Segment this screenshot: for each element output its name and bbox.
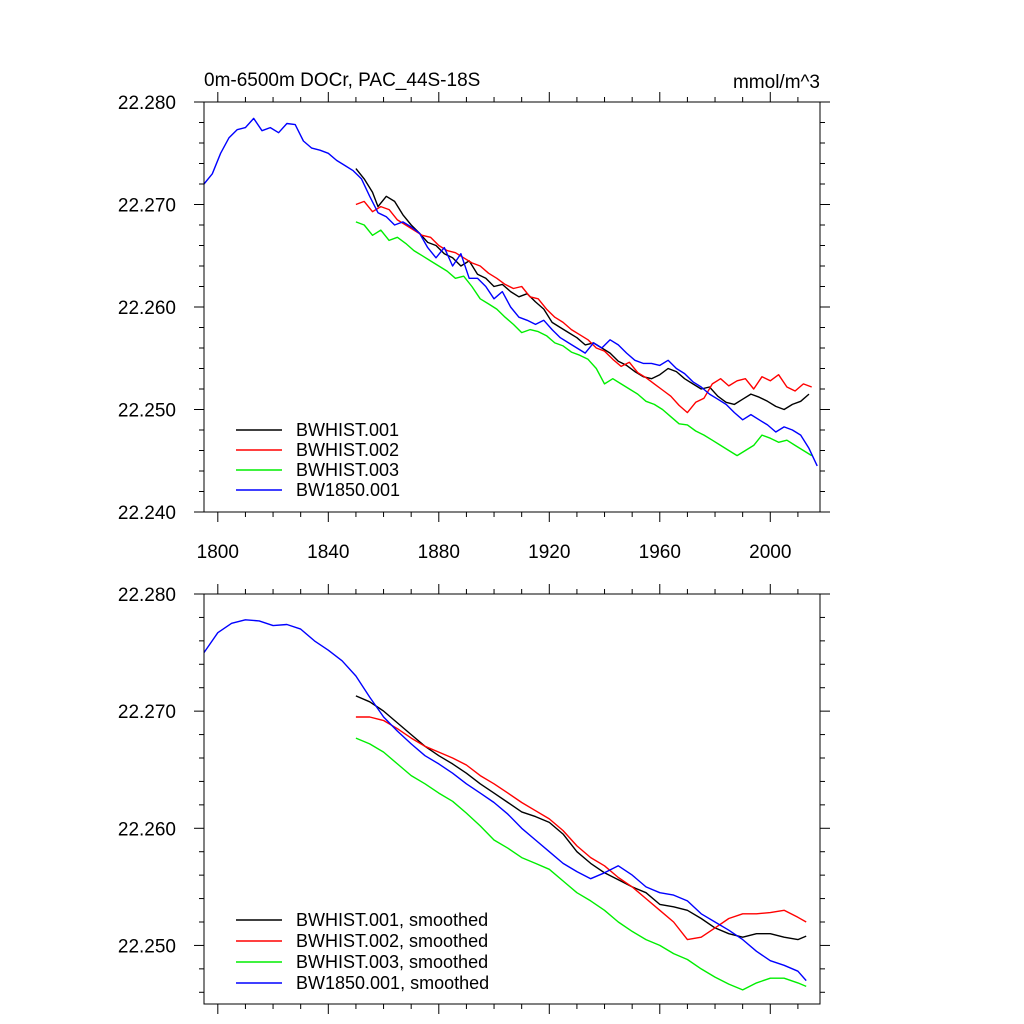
y-tick-label: 22.270 [118,196,176,217]
top-panel: 0m-6500m DOCr, PAC_44S-18S mmol/m^3 1800… [118,70,830,563]
y-tick-label: 22.250 [118,401,176,422]
bottom-plot-frame [203,593,821,1005]
x-tick-label: 1840 [307,542,349,563]
x-tick-label: 2000 [749,542,791,563]
y-tick-label: 22.260 [118,298,176,319]
top-title-right: mmol/m^3 [733,72,820,93]
series-line-2 [355,716,807,941]
x-tick-label: 1800 [197,542,239,563]
y-tick-label: 22.240 [118,503,176,524]
bottom-panel: 22.250 22.260 22.270 22.280 BWHIST.001, smo… [118,584,830,1014]
series-line-3 [355,737,807,991]
bottom-series-lines [203,619,807,991]
x-tick-label: 1960 [639,542,681,563]
legend-label: BW1850.001, smoothed [296,973,489,993]
legend-label: BWHIST.003 [296,460,399,480]
series-line-3 [355,221,813,457]
y-tick-label: 22.250 [118,936,176,957]
top-series-lines [203,117,818,467]
series-line-4 [203,619,807,982]
x-tick-label: 1880 [418,542,460,563]
x-tick-label: 1920 [528,542,570,563]
top-plot-frame [203,101,821,513]
legend-label: BWHIST.002 [296,440,399,460]
top-ticks: 1800 1840 1880 1920 1960 2000 22.240 22.250 22.2… [118,92,830,563]
series-line-1 [355,695,807,941]
y-tick-label: 22.270 [118,702,176,723]
series-line-4 [203,117,818,467]
series-line-1 [355,168,810,411]
legend-label: BWHIST.002, smoothed [296,931,488,951]
y-tick-label: 22.260 [118,819,176,840]
bottom-ticks: 22.250 22.260 22.270 22.280 [118,584,830,1014]
legend-label: BW1850.001 [296,480,400,500]
top-title-left: 0m-6500m DOCr, PAC_44S-18S [204,70,480,91]
series-line-2 [355,200,812,414]
legend-label: BWHIST.001 [296,420,399,440]
legend-label: BWHIST.003, smoothed [296,952,488,972]
y-tick-label: 22.280 [118,585,176,606]
legend-label: BWHIST.001, smoothed [296,910,488,930]
y-tick-label: 22.280 [118,93,176,114]
